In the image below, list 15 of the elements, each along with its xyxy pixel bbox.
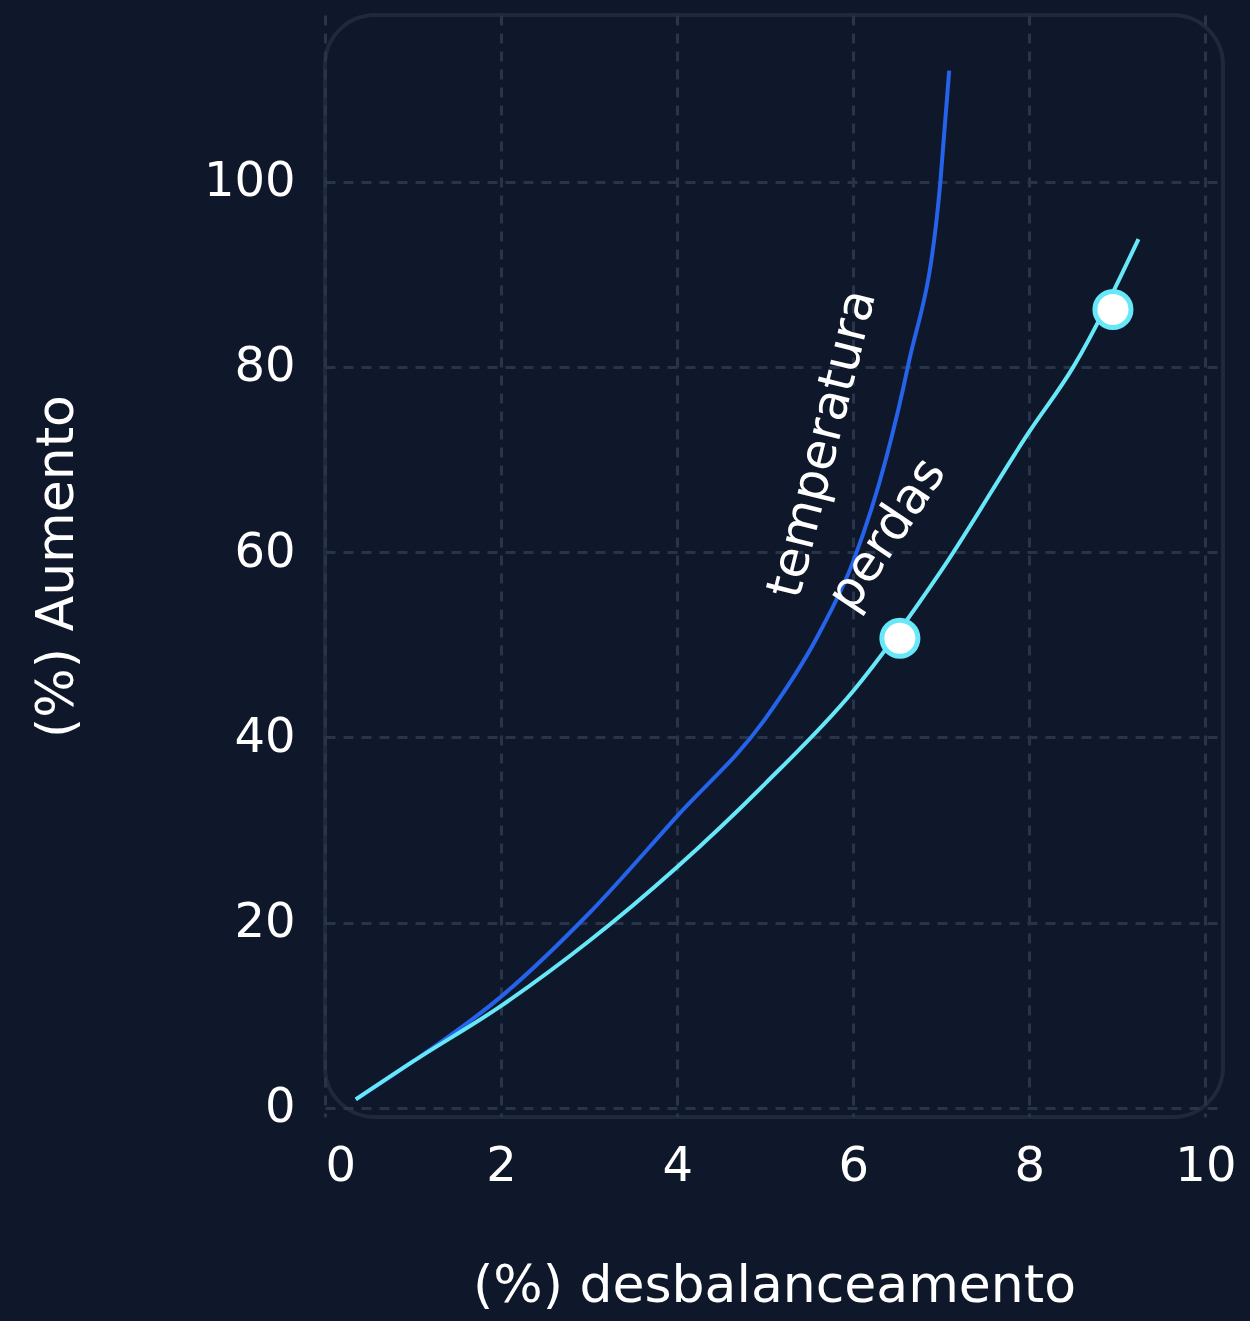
x-tick-label: 6 (838, 1135, 870, 1192)
x-axis-title: (%) desbalanceamento (472, 1253, 1077, 1314)
x-tick-label: 10 (1175, 1135, 1237, 1192)
y-tick-label: 100 (203, 151, 296, 208)
y-tick-label: 40 (234, 706, 296, 763)
y-tick-label: 20 (234, 892, 296, 949)
y-tick-label: 80 (234, 336, 296, 393)
x-tick-label: 8 (1014, 1135, 1046, 1192)
line-series (353, 237, 1141, 1102)
y-axis-title: (%) Aumento (24, 395, 85, 738)
x-tick-label: 2 (486, 1135, 517, 1192)
y-tick-label: 60 (234, 521, 296, 578)
y-tick-label: 0 (264, 1077, 296, 1134)
x-tick-label: 0 (325, 1135, 357, 1192)
x-tick-label: 4 (662, 1135, 693, 1192)
